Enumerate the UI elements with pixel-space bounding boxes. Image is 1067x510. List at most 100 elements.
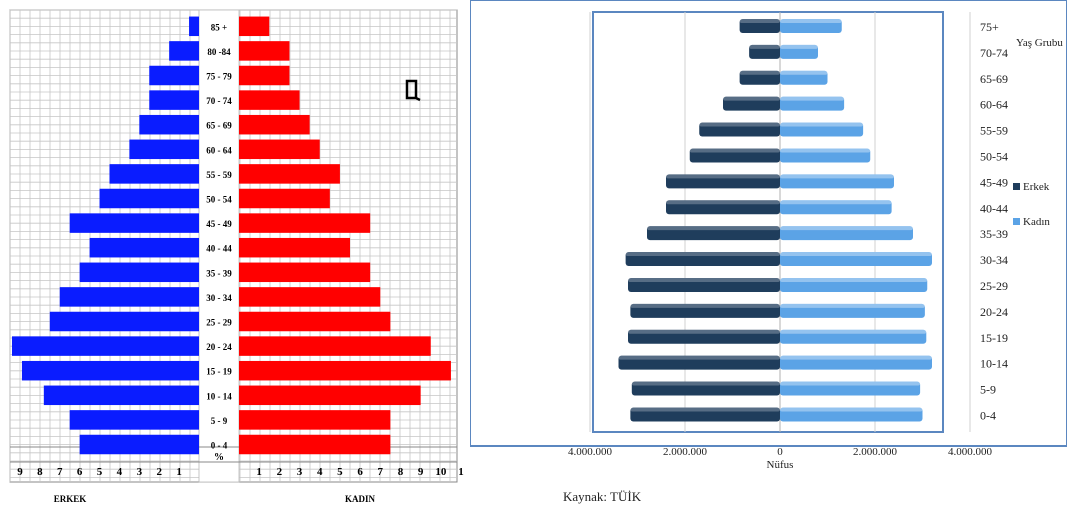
bar-erkek-highlight — [749, 44, 780, 49]
bar-kadin — [780, 226, 913, 241]
category-label: 30-34 — [980, 253, 1008, 267]
tick-label-left: 1 — [176, 466, 182, 478]
bar-kadin-highlight — [780, 18, 842, 23]
bar-kadin-highlight — [780, 329, 927, 334]
bar-kadin — [239, 90, 300, 110]
bar-kadin — [780, 44, 818, 59]
category-label: 60-64 — [980, 98, 1008, 112]
category-label: 15-19 — [980, 331, 1008, 345]
bar-kadin-highlight — [780, 70, 828, 75]
bar-erkek — [699, 122, 780, 137]
bar-kadin — [239, 434, 391, 455]
bar-kadin-highlight — [780, 252, 932, 257]
bar-kadin — [780, 277, 928, 292]
bar-kadin-highlight — [780, 200, 892, 205]
bar-erkek-highlight — [628, 329, 780, 334]
bar-erkek — [628, 329, 780, 344]
bar-erkek — [89, 237, 199, 258]
bar-erkek — [647, 226, 780, 241]
bar-erkek — [129, 139, 199, 160]
legend-label-kadin: Kadın — [1023, 216, 1050, 228]
category-label: 50 - 54 — [206, 195, 232, 205]
bar-erkek-highlight — [630, 303, 780, 308]
bar-kadin — [780, 381, 921, 396]
category-label: 75 - 79 — [206, 72, 232, 82]
bar-erkek — [666, 200, 780, 215]
bar-kadin-highlight — [780, 303, 925, 308]
bar-erkek — [749, 44, 780, 59]
tick-label-left: 5 — [97, 466, 103, 478]
bar-kadin — [780, 148, 871, 163]
bar-kadin — [780, 252, 932, 267]
bar-kadin — [239, 16, 270, 37]
bar-kadin — [239, 139, 320, 160]
category-label: 25 - 29 — [206, 318, 232, 328]
bar-kadin — [780, 96, 845, 111]
legend-label-erkek: Erkek — [1023, 181, 1050, 193]
bar-kadin — [780, 303, 925, 318]
bar-erkek-highlight — [739, 70, 780, 75]
bar-erkek-highlight — [739, 18, 780, 23]
bar-erkek — [739, 70, 780, 85]
tick-label-right: 2 — [277, 466, 283, 478]
tick-label-right: 1 — [256, 466, 262, 478]
bar-kadin-highlight — [780, 148, 871, 153]
category-label: 75+ — [980, 20, 999, 34]
bar-erkek — [149, 65, 199, 86]
bar-erkek — [21, 360, 199, 381]
category-label: 20 - 24 — [206, 342, 232, 352]
bar-kadin — [239, 262, 371, 283]
category-label: 80 -84 — [207, 47, 231, 57]
bar-erkek-highlight — [625, 252, 780, 257]
tick-label-right: 6 — [357, 466, 363, 478]
tick-label-left: 7 — [57, 466, 63, 478]
category-label: 70 - 74 — [206, 96, 232, 106]
bar-kadin — [780, 329, 927, 344]
legend-swatch-kadin — [1013, 218, 1020, 225]
tick-label-left: 2 — [156, 466, 162, 478]
grid-lines — [589, 12, 971, 432]
bar-kadin — [239, 164, 340, 184]
bar-kadin-highlight — [780, 226, 913, 231]
category-label: 0 - 4 — [211, 441, 228, 451]
tick-label-right: 7 — [378, 466, 384, 478]
bar-erkek-highlight — [699, 122, 780, 127]
tick-label-left: 9 — [17, 466, 23, 478]
category-label: 45-49 — [980, 175, 1008, 189]
bar-erkek-highlight — [689, 148, 780, 153]
bar-erkek — [689, 148, 780, 163]
bar-erkek — [59, 287, 199, 307]
x-tick-label: 2.000.000 — [853, 446, 898, 458]
bar-kadin-highlight — [780, 44, 818, 49]
bar-erkek — [189, 16, 199, 37]
bar-erkek-highlight — [647, 226, 780, 231]
category-label: 35 - 39 — [206, 268, 232, 278]
population-pyramid-chart-1: 0 - 4 5 - 9 10 - 14 15 - 19 20 - 24 25 - 29 30… — [9, 9, 464, 504]
bar-kadin — [239, 188, 330, 209]
bar-kadin — [239, 237, 351, 258]
category-label: 45 - 49 — [206, 219, 232, 229]
bar-kadin-highlight — [780, 381, 921, 386]
bar-erkek-highlight — [628, 277, 780, 282]
category-label: 70-74 — [980, 46, 1008, 60]
category-label: 20-24 — [980, 305, 1008, 319]
bar-kadin — [780, 407, 923, 422]
category-label: 40-44 — [980, 201, 1008, 215]
category-label: 65 - 69 — [206, 121, 232, 131]
bar-erkek — [723, 96, 780, 111]
bar-erkek — [618, 355, 780, 370]
bar-erkek-highlight — [618, 355, 780, 360]
center-label-column — [198, 9, 240, 483]
bar-erkek — [139, 114, 199, 135]
x-tick-label: 4.000.000 — [568, 446, 613, 458]
bar-kadin — [239, 65, 290, 86]
tick-label-right: 5 — [337, 466, 343, 478]
tick-label-right: 3 — [297, 466, 303, 478]
category-label: 65-69 — [980, 72, 1008, 86]
tick-label-left: 8 — [37, 466, 43, 478]
bar-kadin-highlight — [780, 277, 928, 282]
tick-label-right: 4 — [317, 466, 323, 478]
bar-erkek — [625, 252, 780, 267]
source-note: Kaynak: TÜİK — [563, 489, 642, 504]
bar-kadin — [780, 70, 828, 85]
